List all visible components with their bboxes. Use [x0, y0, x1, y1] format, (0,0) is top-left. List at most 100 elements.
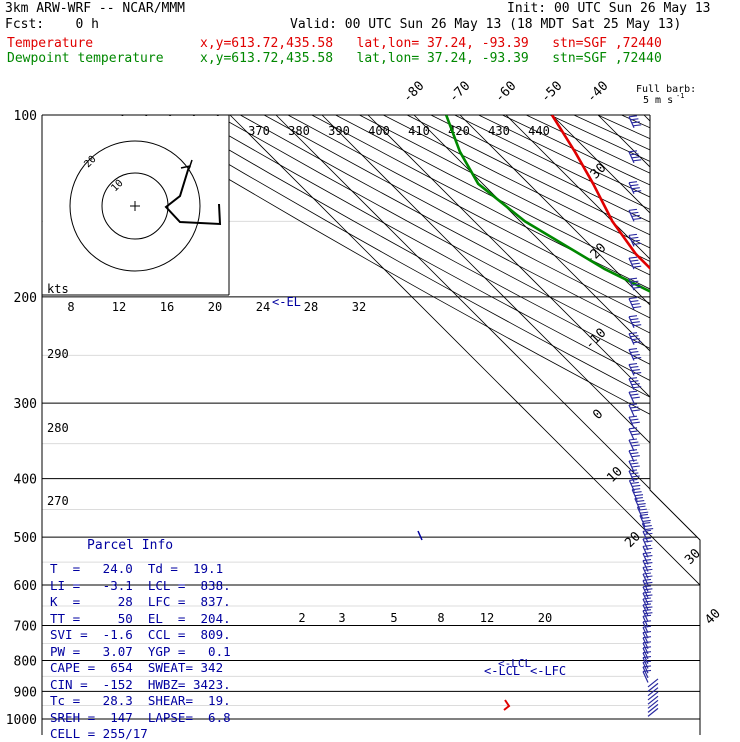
mixing-ratio-label: 8	[437, 611, 444, 625]
dry-adiabat-line	[455, 115, 740, 732]
parcel-info-row: Tc = 28.3 SHEAR= 19.	[50, 693, 231, 709]
pressure-tick-label: 1000	[6, 713, 37, 728]
dry-adiabat-line	[336, 115, 740, 732]
wind-barb-flag	[632, 188, 640, 189]
pressure-tick-label: 200	[14, 291, 37, 306]
el-label: <-EL	[272, 295, 301, 309]
wind-barb-flag	[635, 495, 643, 496]
wind-barb-flag	[629, 257, 637, 258]
theta-label: 380	[288, 124, 310, 138]
wind-barb-flag	[630, 394, 638, 395]
wind-barb-flag	[632, 322, 640, 323]
temperature-surface-mark	[504, 700, 509, 710]
dry-adiabat-line	[145, 115, 740, 732]
wind-barb-flag	[643, 610, 651, 611]
dry-adiabat-line	[383, 115, 740, 732]
theta-label: 370	[248, 124, 270, 138]
wind-barb-flag	[640, 512, 648, 513]
wind-barb-flag	[632, 476, 640, 477]
wind-barb-flag	[632, 422, 640, 423]
pressure-tick-label: 100	[14, 109, 37, 124]
wind-barb	[648, 708, 658, 716]
wind-barb-flag	[644, 582, 652, 583]
wind-barb-flag	[632, 485, 640, 486]
plot-right-border	[650, 115, 700, 735]
wind-barb-flag	[630, 419, 638, 420]
wind-barb-flag	[643, 520, 651, 521]
isotherm-line	[460, 115, 740, 732]
parcel-info-row: T = 24.0 Td = 19.1	[50, 561, 223, 577]
parcel-info-row: LI = -3.1 LCL = 838.	[50, 578, 231, 594]
pressure-tick-label: 800	[14, 654, 37, 669]
wind-barb-flag	[633, 125, 641, 126]
wind-barb-flag	[630, 301, 638, 302]
wind-barb-flag	[633, 287, 641, 288]
wind-barb-flag	[629, 479, 637, 480]
temperature-tick-label: -60	[492, 79, 519, 106]
wind-barb-flag	[630, 212, 638, 213]
wind-barb-flag	[644, 533, 652, 534]
parcel-info-row: PW = 3.07 YGP = 0.1	[50, 644, 231, 660]
wind-barb-flag	[644, 613, 652, 614]
wind-barb-flag	[630, 336, 638, 337]
wind-barb-flag	[629, 316, 637, 317]
pressure-tick-label: 700	[14, 619, 37, 634]
wind-barb-flag	[630, 367, 638, 368]
pressure-tick-label: 400	[14, 473, 37, 488]
wind-barb-flag	[644, 576, 652, 577]
wind-barb-flag	[630, 352, 638, 353]
wind-barb-flag	[629, 278, 637, 279]
wind-barb-flag	[643, 579, 651, 580]
wind-barb-flag	[629, 450, 637, 451]
wind-barb-flag	[629, 182, 637, 183]
isotherm-line	[414, 115, 740, 732]
wind-barb-flag	[633, 358, 641, 359]
wind-barb-flag	[630, 453, 638, 454]
parcel-info-row: K = 28 LFC = 837.	[50, 594, 231, 610]
dry-adiabat-line	[169, 115, 740, 732]
wind-barb-flag	[629, 234, 637, 235]
isotherm-line	[322, 115, 740, 732]
hodograph-speed-label: 12	[112, 300, 126, 314]
wind-barb-flag	[629, 298, 637, 299]
wind-barb-flag	[643, 560, 651, 561]
wind-barb-flag	[633, 307, 641, 308]
dry-adiabat-line	[622, 115, 740, 732]
wind-barb-flag	[632, 397, 640, 398]
temperature-tick-label: 30	[682, 546, 704, 568]
wind-barb-flag	[643, 553, 651, 554]
wind-barb-flag	[643, 615, 651, 616]
barb-legend-unit: 5 m s	[643, 95, 673, 106]
hodograph-speed-label: 8	[67, 300, 74, 314]
temperature-tick-label: 40	[702, 606, 724, 628]
wind-barb	[648, 692, 658, 700]
wind-barb-flag	[633, 218, 641, 219]
temperature-tick-label: -80	[400, 79, 427, 106]
hodograph-background	[43, 116, 229, 294]
wind-barb-flag	[632, 456, 640, 457]
isotherm-line	[690, 115, 740, 732]
wind-barb-flag	[630, 185, 638, 186]
wind-barb-flag	[632, 410, 640, 411]
wind-barb-flag	[643, 586, 651, 587]
pressure-tick-label: 500	[14, 531, 37, 546]
wind-barb-flag	[638, 504, 646, 505]
parcel-info-row: SREH = 147 LAPSE= 6.8	[50, 710, 231, 726]
mixing-ratio-label: 20	[538, 611, 552, 625]
wet-bulb-mark	[418, 531, 422, 540]
wind-barb-flag	[632, 384, 640, 385]
wind-barb-flag	[643, 545, 651, 546]
temperature-tick-label: 20	[622, 529, 644, 551]
mixing-ratio-label: 3	[338, 611, 345, 625]
temperature-tick-label: -50	[538, 79, 565, 106]
wind-barb-flag	[643, 632, 651, 633]
wind-barb-flag	[643, 642, 651, 643]
dry-adiabat-line	[479, 115, 740, 732]
wind-barb-flag	[644, 589, 652, 590]
hodograph-unit-label: kts	[47, 282, 69, 296]
wind-barb-flag	[636, 501, 644, 502]
theta-label: 270	[47, 494, 69, 508]
wind-barb-flag	[632, 445, 640, 446]
wind-barb-flag	[632, 304, 640, 305]
